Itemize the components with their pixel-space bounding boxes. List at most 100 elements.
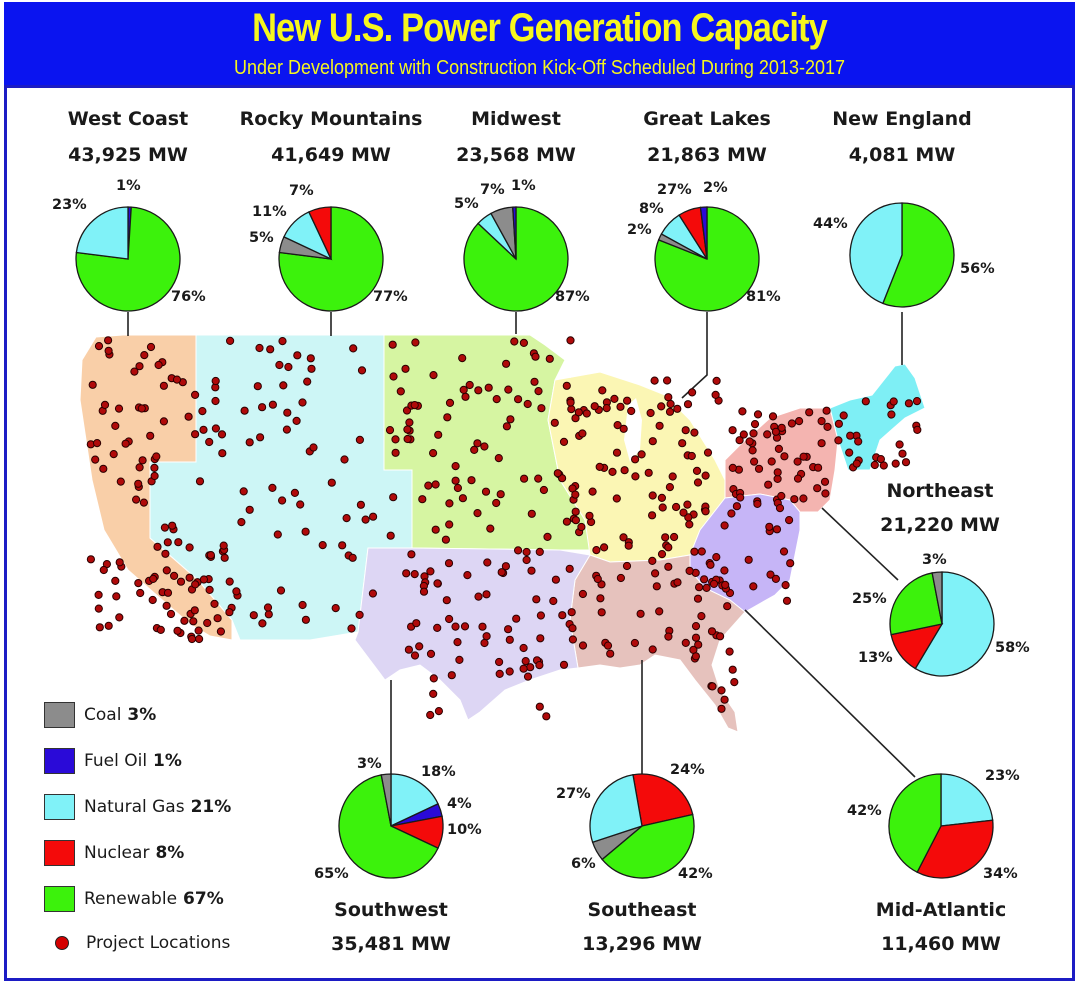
project-location-dot <box>501 562 510 571</box>
project-location-dot <box>763 430 772 439</box>
project-location-dot <box>598 386 607 395</box>
project-location-dot <box>135 463 144 472</box>
project-location-dot <box>558 611 567 620</box>
region-capacity-midwest: 23,568 MW <box>456 144 576 166</box>
project-location-dot <box>781 581 790 590</box>
project-location-dot <box>773 468 782 477</box>
project-location-dot <box>176 577 186 586</box>
project-location-dot <box>571 516 581 525</box>
project-location-dot <box>612 448 622 457</box>
project-location-dot <box>184 412 193 421</box>
project-location-dot <box>473 439 482 448</box>
project-location-dot <box>777 423 786 432</box>
project-location-dot <box>780 452 789 461</box>
project-location-dot <box>162 601 171 610</box>
pie-slice-fuel-oil <box>699 206 708 260</box>
project-location-dot <box>779 547 789 556</box>
header-banner: New U.S. Power Generation Capacity Under… <box>4 2 1075 88</box>
project-location-dot <box>290 488 299 497</box>
project-location-dot <box>473 508 482 518</box>
project-location-dot <box>349 344 358 353</box>
project-location-dot <box>683 500 692 509</box>
project-location-dot <box>536 611 546 620</box>
project-location-dot <box>94 604 103 613</box>
legend-item-nuclear: Nuclear 8% <box>44 838 184 868</box>
project-location-dot <box>799 494 808 503</box>
project-location-dot <box>775 504 785 513</box>
project-location-dot <box>720 695 729 704</box>
project-location-dot <box>213 614 222 623</box>
project-location-dot <box>613 421 622 430</box>
project-location-dot <box>891 459 900 468</box>
project-location-dot <box>211 424 220 433</box>
project-location-dot <box>661 533 670 542</box>
project-location-dot <box>512 614 521 623</box>
project-location-dot <box>889 397 898 406</box>
pie-slice-natural-gas <box>849 202 903 305</box>
project-location-dot <box>708 682 717 691</box>
project-location-dot <box>592 546 601 555</box>
project-location-dot <box>403 434 412 444</box>
region-capacity-southwest: 35,481 MW <box>331 933 451 955</box>
project-location-dot <box>535 547 544 557</box>
project-location-dot <box>146 431 155 440</box>
project-location-dot <box>590 402 599 411</box>
pie-slice-renewable <box>278 206 384 312</box>
project-location-dot <box>692 466 702 475</box>
project-location-dot <box>542 712 551 721</box>
project-location-dot <box>690 428 699 437</box>
project-location-dot <box>115 558 124 567</box>
project-location-dot <box>748 446 757 455</box>
project-location-dot <box>486 524 495 533</box>
project-location-dot <box>502 359 511 368</box>
pie-label: 25% <box>852 591 887 607</box>
project-location-dot <box>494 454 503 463</box>
project-location-dot <box>519 664 528 673</box>
project-location-dot <box>180 616 189 625</box>
project-location-dot <box>913 425 922 434</box>
pie-label: 2% <box>627 222 652 238</box>
project-location-dot <box>139 498 148 507</box>
project-location-dot <box>782 596 792 605</box>
project-location-dot <box>728 665 737 674</box>
project-location-dot <box>750 457 759 466</box>
project-location-dot <box>534 474 543 483</box>
project-location-dot <box>537 404 546 413</box>
project-location-dot <box>134 479 143 488</box>
project-location-dot <box>467 476 476 485</box>
region-title-west-coast: West Coast <box>67 108 189 130</box>
project-location-dot <box>132 495 141 504</box>
project-location-dot <box>582 409 591 418</box>
region-capacity-great-lakes: 21,863 MW <box>647 144 767 166</box>
project-location-dot <box>451 476 460 485</box>
project-location-dot <box>631 455 640 464</box>
lake-superior <box>565 350 620 378</box>
project-location-dot <box>226 336 235 345</box>
project-location-dot <box>443 413 452 422</box>
project-location-dot <box>545 354 554 363</box>
project-location-dot <box>898 449 907 458</box>
project-location-dot <box>391 435 400 444</box>
project-location-dot <box>534 387 543 396</box>
region-title-rocky-mountains: Rocky Mountains <box>239 108 423 130</box>
project-location-dot <box>168 521 177 530</box>
project-location-dot <box>111 421 120 430</box>
project-location-dot <box>255 343 264 353</box>
project-location-dot <box>539 485 549 495</box>
pie-label: 3% <box>922 552 947 568</box>
project-location-dot <box>577 522 586 532</box>
legend-value: 67% <box>183 889 224 909</box>
project-location-dot <box>895 440 904 449</box>
project-location-dot <box>795 417 804 426</box>
project-location-dot <box>465 380 474 390</box>
project-location-dot <box>701 507 710 516</box>
project-location-dot <box>600 543 609 552</box>
project-location-dot <box>683 400 693 409</box>
project-location-dot <box>799 452 808 461</box>
project-location-dot <box>522 555 531 565</box>
project-location-dot <box>301 615 310 624</box>
project-location-dot <box>678 439 687 448</box>
project-location-dot <box>717 704 726 713</box>
project-location-dot <box>210 599 219 609</box>
project-location-dot <box>716 632 725 641</box>
